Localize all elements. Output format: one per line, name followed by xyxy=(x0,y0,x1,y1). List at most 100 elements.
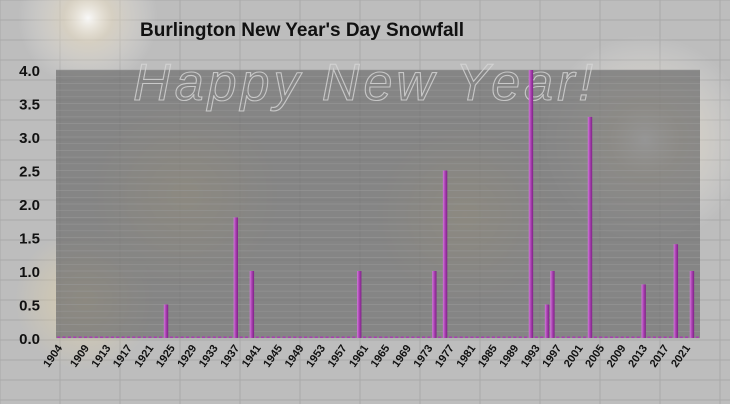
bar-zero xyxy=(67,336,72,338)
y-tick-label: 0.0 xyxy=(19,331,40,348)
bar-zero xyxy=(422,336,426,338)
bar-zero xyxy=(255,336,259,338)
bar-zero xyxy=(405,336,410,338)
bar xyxy=(544,304,550,338)
y-axis-ticks: 0.0 0.5 1.0 1.5 2.0 2.5 3.0 3.5 4.0 xyxy=(19,63,40,348)
bar-zero xyxy=(83,336,88,338)
bar-zero xyxy=(330,336,334,338)
bar-zero xyxy=(148,336,152,338)
bar-zero xyxy=(636,336,640,338)
watermark-text: Happy New Year! xyxy=(133,54,597,112)
bar-zero xyxy=(362,336,367,338)
bar-zero xyxy=(105,336,109,338)
bar-zero xyxy=(583,336,587,338)
bar-zero xyxy=(497,336,501,338)
chart-title: Burlington New Year's Day Snowfall xyxy=(140,20,464,41)
bar-zero xyxy=(652,336,656,338)
bar-zero xyxy=(293,336,297,338)
bar-zero xyxy=(78,336,82,338)
bar-zero xyxy=(470,336,474,338)
bar-zero xyxy=(400,336,404,338)
bar-zero xyxy=(137,336,141,338)
bar-zero xyxy=(196,336,200,338)
bar xyxy=(249,271,255,338)
bar-zero xyxy=(201,336,206,338)
bar-zero xyxy=(212,336,216,338)
y-tick-label: 2.0 xyxy=(19,197,40,214)
bar-zero xyxy=(266,336,270,338)
y-tick-label: 2.5 xyxy=(19,164,40,181)
bar-zero xyxy=(395,336,399,338)
bar xyxy=(550,271,555,338)
bar-zero xyxy=(518,336,522,338)
bar-zero xyxy=(577,336,581,338)
bar-zero xyxy=(341,336,345,338)
bar xyxy=(233,217,238,338)
bar-zero xyxy=(615,336,619,338)
bar-zero xyxy=(604,336,608,338)
bar-zero xyxy=(185,336,190,338)
bar-zero xyxy=(523,336,528,338)
bar xyxy=(528,70,534,338)
bar-zero xyxy=(368,336,372,338)
bar-zero xyxy=(475,336,479,338)
bar-zero xyxy=(481,336,485,338)
bar xyxy=(163,304,169,338)
bar-zero xyxy=(62,336,66,338)
bar-zero xyxy=(416,336,420,338)
bar-zero xyxy=(631,336,635,338)
bar-zero xyxy=(411,336,415,338)
bar-zero xyxy=(169,336,173,338)
y-tick-label: 3.0 xyxy=(19,130,40,147)
bar-zero xyxy=(668,336,673,338)
bar-zero xyxy=(454,336,458,338)
bar-zero xyxy=(218,336,222,338)
bar-zero xyxy=(239,336,243,338)
bar-zero xyxy=(561,336,565,338)
bar-zero xyxy=(513,336,517,338)
y-tick-label: 0.5 xyxy=(19,298,40,315)
bar-zero xyxy=(271,336,275,338)
bar-zero xyxy=(502,336,506,338)
bar-zero xyxy=(244,336,249,338)
bar-zero xyxy=(89,336,93,338)
bar-zero xyxy=(556,336,560,338)
bar-zero xyxy=(180,336,184,338)
bar-zero xyxy=(625,336,630,338)
bar-zero xyxy=(303,336,308,338)
bar-zero xyxy=(346,336,351,338)
bar-zero xyxy=(620,336,624,338)
bar-zero xyxy=(609,336,614,338)
y-tick-label: 4.0 xyxy=(19,63,40,80)
bar-zero xyxy=(593,336,597,338)
bar xyxy=(689,271,695,338)
bar-zero xyxy=(298,336,302,338)
bar-zero xyxy=(507,336,512,338)
bar-zero xyxy=(684,336,689,338)
y-tick-label: 3.5 xyxy=(19,97,40,114)
bar-zero xyxy=(566,336,571,338)
bar-zero xyxy=(309,336,313,338)
bar-zero xyxy=(352,336,356,338)
bar-zero xyxy=(464,336,469,338)
bar xyxy=(442,170,448,338)
bar-zero xyxy=(223,336,227,338)
bar-zero xyxy=(228,336,233,338)
firework-burst-top-left xyxy=(18,0,158,88)
bar-zero xyxy=(438,336,442,338)
bar-zero xyxy=(277,336,281,338)
bar-zero xyxy=(153,336,157,338)
bar xyxy=(673,244,679,338)
bar-zero xyxy=(459,336,463,338)
bar-zero xyxy=(175,336,179,338)
bar-zero xyxy=(132,336,136,338)
bar xyxy=(357,271,362,338)
bar-zero xyxy=(73,336,77,338)
bar-zero xyxy=(100,336,104,338)
bar-zero xyxy=(572,336,576,338)
bar xyxy=(432,271,437,338)
plot-gridlines xyxy=(56,69,700,339)
bar-zero xyxy=(658,336,662,338)
